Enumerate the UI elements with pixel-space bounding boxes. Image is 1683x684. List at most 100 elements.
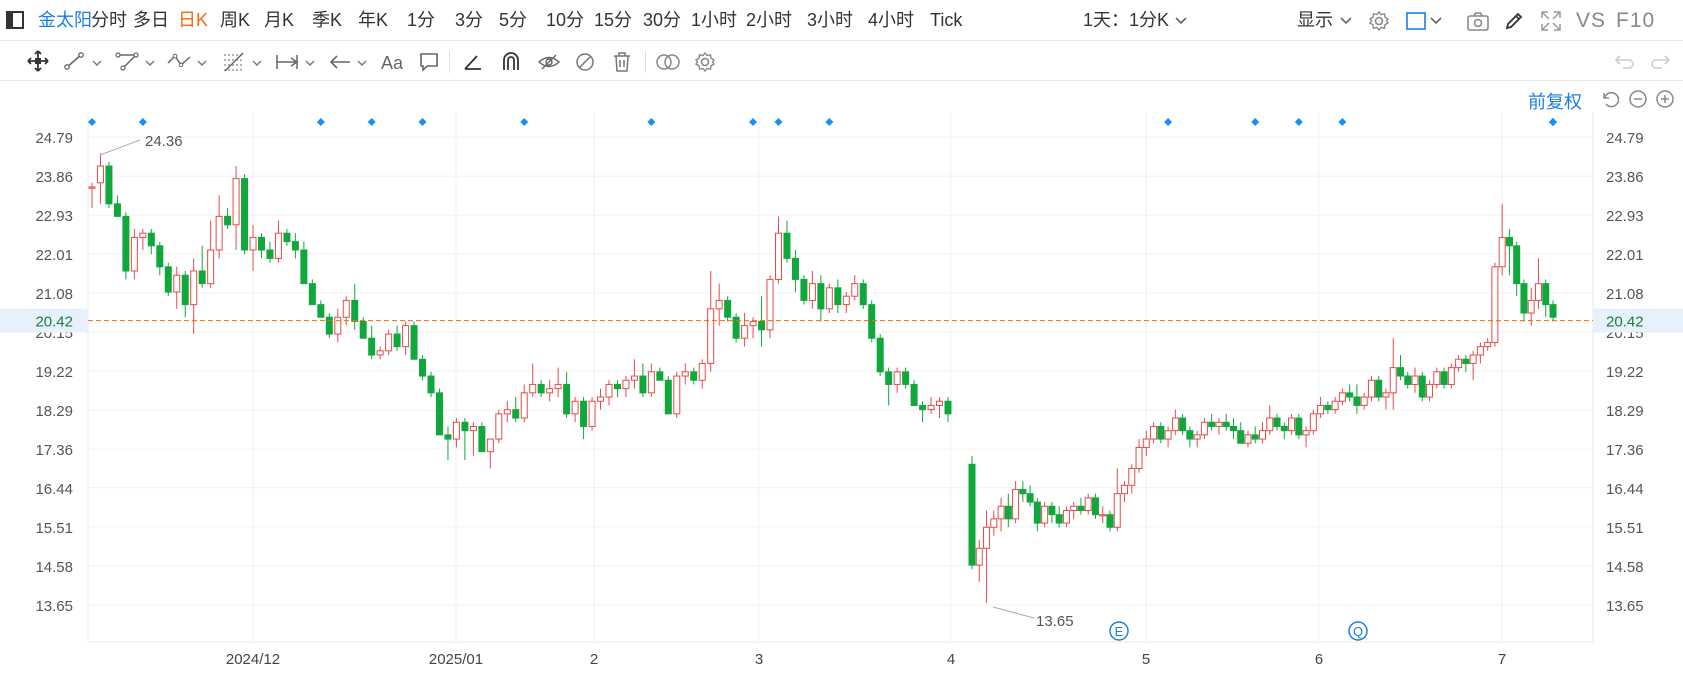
- measure-icon[interactable]: [275, 51, 299, 73]
- period-tab[interactable]: 3分: [455, 10, 484, 30]
- chevron-down-icon[interactable]: [1340, 16, 1352, 26]
- redo-icon[interactable]: [1650, 52, 1672, 72]
- link-icon[interactable]: [655, 51, 681, 73]
- period-tab[interactable]: 1小时: [691, 10, 738, 30]
- candle-body: [1411, 375, 1419, 385]
- period-tab[interactable]: 5分: [499, 10, 528, 30]
- arrow-icon[interactable]: [328, 51, 352, 73]
- candle-body: [1048, 505, 1056, 516]
- settings-icon[interactable]: [1368, 10, 1390, 32]
- zoom-out-icon[interactable]: [1628, 89, 1648, 109]
- period-tab[interactable]: 3小时: [807, 10, 854, 30]
- candle-body: [1513, 245, 1521, 285]
- period-tab[interactable]: 2小时: [746, 10, 793, 30]
- text-icon[interactable]: Aa: [380, 51, 406, 73]
- period-tab[interactable]: 10分: [546, 10, 585, 30]
- y-tick-label: 13.65: [35, 598, 73, 615]
- display-menu[interactable]: 显示: [1297, 10, 1333, 30]
- candle-body: [1113, 493, 1121, 528]
- candle-body: [258, 236, 266, 251]
- chevron-down-icon[interactable]: [1175, 16, 1187, 26]
- f10-button[interactable]: F10: [1616, 9, 1656, 32]
- candle-body: [274, 232, 282, 259]
- chevron-down-icon[interactable]: [357, 59, 367, 67]
- period-tab[interactable]: 15分: [594, 10, 633, 30]
- y-tick-label: 15.51: [35, 520, 73, 537]
- candle-body: [1302, 430, 1310, 436]
- y-tick-label: 22.01: [35, 247, 73, 264]
- vs-button[interactable]: VS: [1576, 9, 1607, 32]
- pencil-icon[interactable]: [1503, 10, 1525, 32]
- candle-body: [113, 203, 121, 217]
- hide-icon[interactable]: [574, 51, 596, 73]
- candle-body: [1077, 505, 1085, 511]
- magnet-icon[interactable]: [500, 50, 522, 74]
- period-tab[interactable]: 日K: [178, 10, 209, 30]
- candle-body: [198, 270, 206, 285]
- event-badge-q: [1348, 621, 1368, 641]
- candle-body: [1505, 236, 1513, 247]
- line-icon[interactable]: [63, 51, 85, 71]
- candle-body: [1055, 514, 1063, 524]
- price-tag-right: [1593, 308, 1683, 333]
- candle-body: [444, 434, 452, 440]
- reset-icon[interactable]: [1600, 89, 1620, 109]
- period-tab[interactable]: 多日: [133, 10, 169, 30]
- price-adjust-menu[interactable]: 前复权: [1528, 92, 1582, 112]
- period-tab[interactable]: 30分: [643, 10, 682, 30]
- eye-icon[interactable]: [537, 51, 561, 73]
- chevron-down-icon[interactable]: [305, 59, 315, 67]
- max-price-label: 24.36: [145, 133, 183, 150]
- y-tick-label: 16.44: [35, 481, 73, 498]
- candle-body: [647, 371, 655, 394]
- candle-body: [410, 325, 418, 360]
- zoom-in-icon[interactable]: [1655, 89, 1675, 109]
- period-tab[interactable]: 年K: [358, 10, 389, 30]
- candle-body: [783, 232, 791, 259]
- fullscreen-icon[interactable]: [1540, 10, 1562, 32]
- min-pointer: [992, 606, 1035, 619]
- period-tab[interactable]: 月K: [264, 10, 295, 30]
- trash-icon[interactable]: [612, 51, 632, 73]
- chevron-down-icon[interactable]: [92, 59, 102, 67]
- candle-body: [910, 383, 918, 406]
- candle-body: [975, 547, 983, 566]
- candle-body: [419, 358, 427, 377]
- event-marker: [1164, 118, 1173, 126]
- chevron-down-icon[interactable]: [1430, 16, 1442, 26]
- period-tab[interactable]: 1分: [407, 10, 436, 30]
- sidebar-toggle-icon[interactable]: [5, 10, 25, 30]
- chevron-down-icon[interactable]: [197, 59, 207, 67]
- period-tab[interactable]: Tick: [930, 10, 963, 30]
- y-tick-label: 22.93: [1606, 208, 1644, 225]
- candles: [88, 153, 1557, 603]
- chevron-down-icon[interactable]: [145, 59, 155, 67]
- move-icon[interactable]: [26, 49, 50, 73]
- x-tick-label: 7: [1498, 651, 1506, 668]
- event-marker: [1294, 118, 1303, 126]
- period-tab[interactable]: 分时: [91, 10, 127, 30]
- candle-body: [1237, 430, 1245, 444]
- stock-symbol[interactable]: 金太阳: [38, 10, 92, 30]
- custom-period-select[interactable]: 1天：1分K: [1083, 10, 1170, 30]
- angle-icon[interactable]: [462, 51, 484, 73]
- fib-icon[interactable]: [222, 51, 246, 73]
- camera-icon[interactable]: [1466, 10, 1490, 32]
- period-tab[interactable]: 季K: [312, 10, 343, 30]
- candlestick-chart[interactable]: 24.7923.8622.9322.0121.0820.1519.2218.29…: [0, 82, 1683, 684]
- wave-icon[interactable]: [166, 49, 194, 73]
- comment-icon[interactable]: [418, 51, 440, 73]
- period-tab[interactable]: 周K: [220, 10, 251, 30]
- candle-body: [664, 379, 672, 415]
- settings-icon[interactable]: [694, 51, 716, 73]
- undo-icon[interactable]: [1613, 52, 1635, 72]
- chevron-down-icon[interactable]: [252, 59, 262, 67]
- candle-body: [554, 383, 562, 390]
- candle-body: [1389, 367, 1397, 394]
- period-tab[interactable]: 4小时: [868, 10, 915, 30]
- event-markers: [88, 118, 1557, 126]
- channel-icon[interactable]: [115, 51, 139, 71]
- layout-icon[interactable]: [1405, 10, 1427, 32]
- candle-body: [427, 375, 435, 394]
- y-tick-label: 14.58: [35, 559, 73, 576]
